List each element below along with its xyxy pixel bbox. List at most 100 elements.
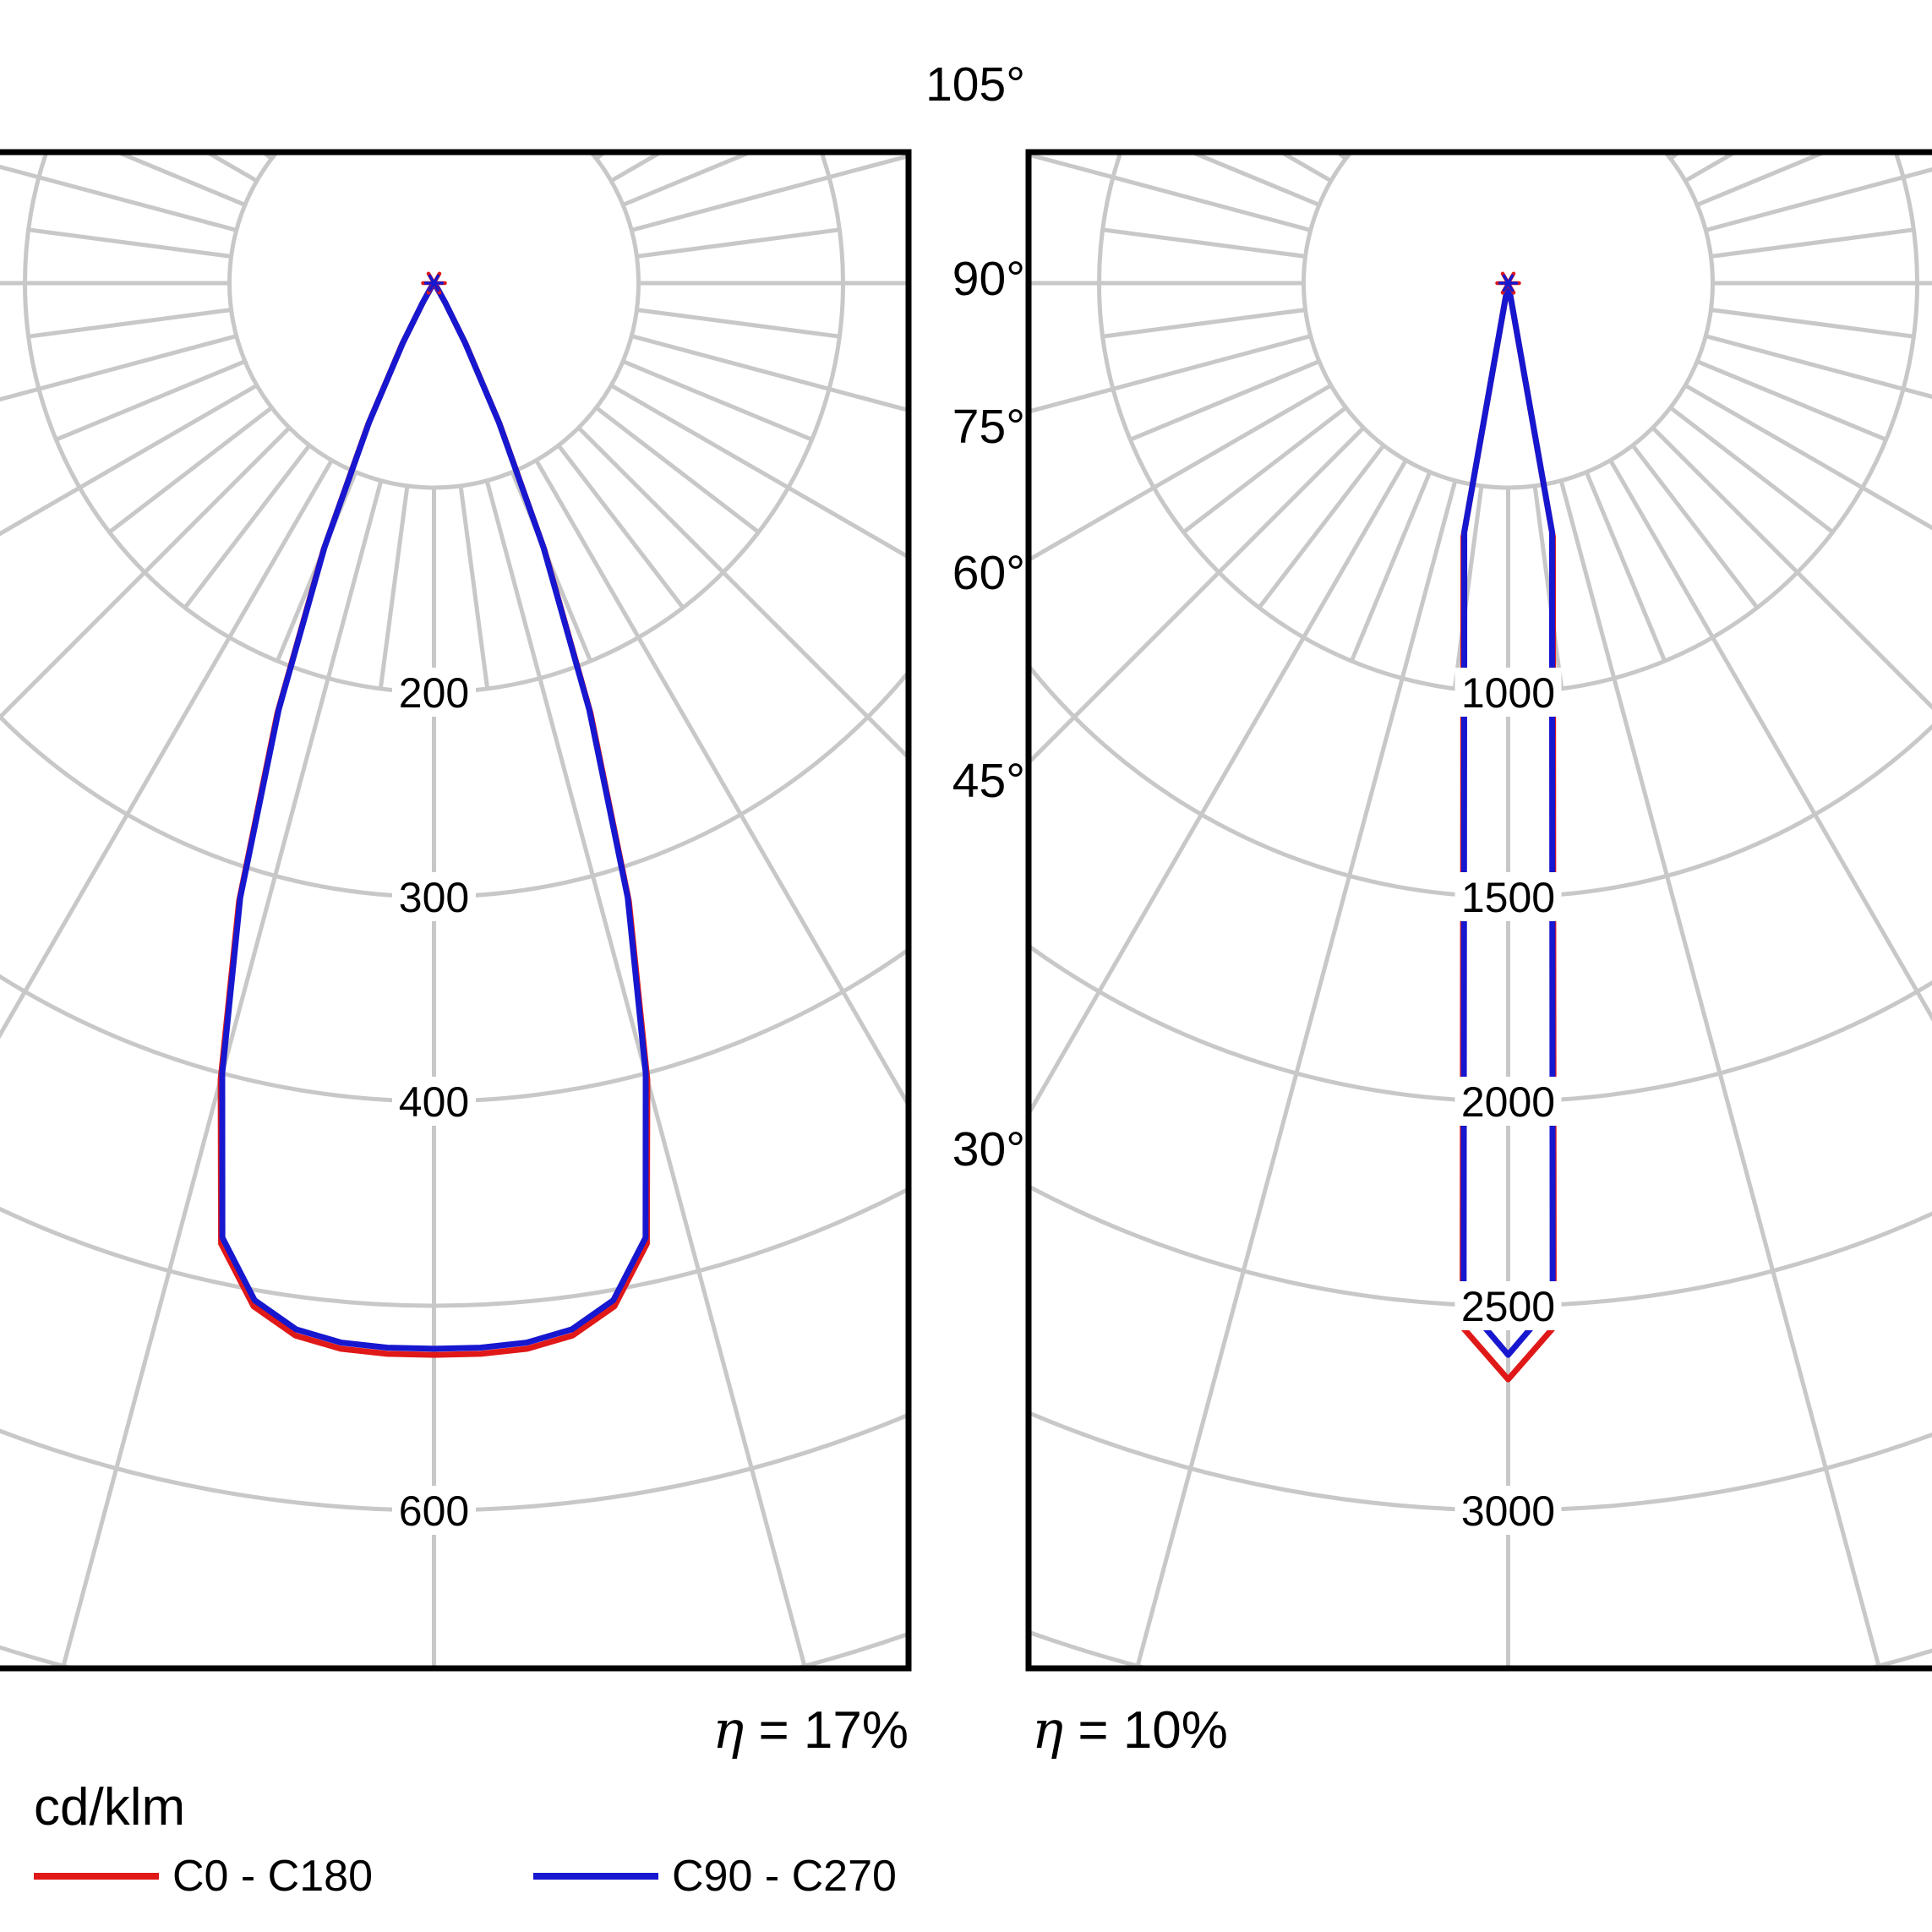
polar-ray xyxy=(1135,480,1458,1666)
legend-item-c90-c270: C90 - C270 xyxy=(533,1853,897,1900)
polar-ray xyxy=(1031,426,1366,764)
ring-label-backing xyxy=(1454,1077,1562,1126)
polar-ray xyxy=(512,0,591,94)
polar-ray xyxy=(579,0,1932,139)
polar-ray xyxy=(28,308,232,339)
polar-ray xyxy=(1584,471,1667,663)
left-ring-labels: 200 300 400 600 xyxy=(392,668,476,1535)
legend-label-c0-c180: C0 - C180 xyxy=(172,1852,373,1901)
ring-value-label: 1500 xyxy=(1461,874,1555,921)
polar-ray xyxy=(1129,359,1320,442)
polar-ray xyxy=(1031,155,1312,232)
polar-ray xyxy=(185,0,309,121)
polar-ray xyxy=(61,480,384,1666)
legend-line-blue xyxy=(533,1873,658,1880)
polar-ray xyxy=(458,485,490,690)
polar-ray xyxy=(1696,359,1887,442)
ring-label-backing xyxy=(392,872,476,921)
polar-ray xyxy=(1611,0,1932,106)
legend-label-c90-c270: C90 - C270 xyxy=(672,1852,897,1901)
left-curve-C90-C270 xyxy=(219,280,649,1352)
efficiency-label-left: η = 17% xyxy=(712,1699,909,1760)
polar-ray xyxy=(594,155,605,161)
polar-ray xyxy=(594,406,761,534)
polar-ray xyxy=(1668,155,1679,161)
polar-ray xyxy=(630,155,906,232)
polar-ray xyxy=(0,0,1363,139)
polar-ray xyxy=(0,0,332,106)
origin-marker-stroke xyxy=(428,274,440,292)
ring-label-backing xyxy=(1454,1281,1562,1330)
polar-ray xyxy=(534,459,906,1105)
polar-ray xyxy=(1102,308,1306,339)
angle-tick-105: 105° xyxy=(925,57,1025,112)
ring-value-label: 600 xyxy=(399,1487,469,1535)
polar-ray xyxy=(1257,444,1386,609)
angle-tick-90: 90° xyxy=(952,252,1025,306)
polar-ray xyxy=(1454,0,1482,80)
left-plot-border xyxy=(0,149,912,1672)
polar-ray xyxy=(1452,485,1484,690)
polar-ray xyxy=(1192,155,1320,207)
polar-ray xyxy=(1031,334,1312,413)
ring-label-backing xyxy=(1454,872,1562,921)
angle-tick-45: 45° xyxy=(952,754,1025,808)
polar-ray xyxy=(0,459,334,1040)
polar-ray xyxy=(107,406,274,534)
ring-label-backing xyxy=(392,668,476,717)
polar-ray xyxy=(0,0,381,85)
polar-ray xyxy=(380,0,407,80)
polar-ray xyxy=(0,426,292,721)
polar-ray xyxy=(1535,0,1562,80)
polar-ray xyxy=(1684,383,1932,531)
polar-ray xyxy=(378,485,410,690)
legend-line-red xyxy=(34,1873,159,1880)
right-origin-marker xyxy=(1495,271,1521,295)
ring-label-backing xyxy=(392,1486,476,1535)
polar-ray xyxy=(556,444,685,609)
legend: cd/klm C0 - C180 C90 - C270 xyxy=(34,1782,897,1900)
ring-label-backing xyxy=(1454,668,1562,717)
polar-ray xyxy=(1031,459,1408,1114)
polar-ray xyxy=(55,359,246,442)
angle-tick-30: 30° xyxy=(952,1122,1025,1176)
right-ring-labels: 1000 1500 2000 2500 3000 xyxy=(1454,668,1562,1535)
polar-ray xyxy=(1259,0,1384,121)
ring-circle xyxy=(1031,665,1932,899)
polar-ray xyxy=(0,0,289,139)
polar-ray xyxy=(277,0,356,94)
legend-item-c0-c180: C0 - C180 xyxy=(34,1853,373,1900)
polar-ray xyxy=(1586,0,1665,94)
ring-value-label: 200 xyxy=(399,669,469,717)
polar-ray xyxy=(636,308,840,339)
ring-value-label: 1000 xyxy=(1461,669,1555,717)
polar-ray xyxy=(1653,0,1932,139)
polar-ray xyxy=(609,383,906,559)
polar-ray xyxy=(1651,426,1932,711)
efficiency-label-right: η = 10% xyxy=(1032,1699,1228,1760)
polar-ray xyxy=(1558,480,1881,1666)
ring-value-label: 300 xyxy=(399,874,469,921)
ring-value-label: 400 xyxy=(399,1078,469,1126)
ring-value-label: 2000 xyxy=(1461,1078,1555,1126)
ring-label-backing xyxy=(1454,1486,1562,1535)
polar-ray xyxy=(1532,485,1564,690)
polar-ray xyxy=(1337,155,1348,161)
polar-ray xyxy=(1668,406,1835,534)
polar-ray xyxy=(1711,308,1914,339)
angle-tick-60: 60° xyxy=(952,546,1025,600)
polar-ray xyxy=(183,444,312,609)
right-curves xyxy=(1460,280,1557,1383)
legend-unit-label: cd/klm xyxy=(34,1778,186,1836)
polar-ray xyxy=(1351,0,1430,94)
polar-ray xyxy=(1182,406,1348,534)
polar-ray xyxy=(622,155,750,207)
polar-ray xyxy=(1633,0,1757,121)
polar-ray xyxy=(537,0,1559,106)
angle-tick-75: 75° xyxy=(952,400,1025,454)
right-plot-border xyxy=(1025,149,1932,1672)
